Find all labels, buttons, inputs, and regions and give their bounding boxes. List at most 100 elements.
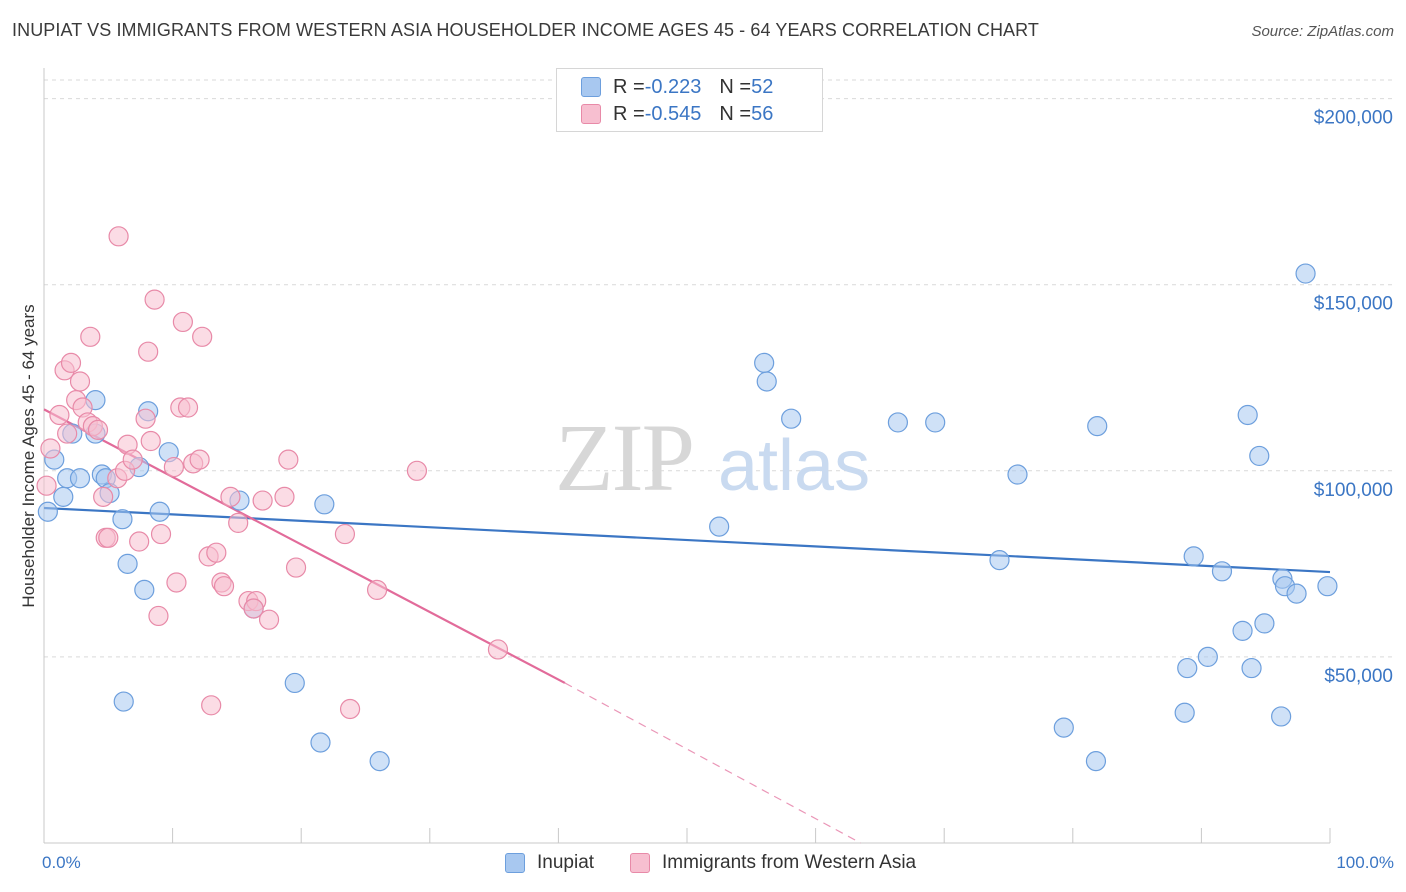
watermark-zip: ZIP bbox=[555, 404, 693, 511]
legend-r-label: R = bbox=[613, 102, 645, 125]
western-asia-point bbox=[278, 449, 299, 470]
western-asia-point bbox=[36, 475, 57, 496]
inupiat-point bbox=[112, 509, 133, 530]
western-asia-point bbox=[138, 341, 159, 362]
western-asia-point bbox=[177, 397, 199, 418]
western-asia-point bbox=[87, 419, 109, 440]
western-asia-point bbox=[201, 695, 222, 716]
western-asia-point bbox=[189, 449, 210, 470]
inupiat-point bbox=[1254, 613, 1275, 634]
source-label: Source: ZipAtlas.com bbox=[1251, 23, 1394, 40]
inupiat-point bbox=[1295, 263, 1316, 284]
inupiat-point bbox=[1317, 576, 1338, 597]
western-asia-point bbox=[140, 430, 161, 452]
watermark-atlas: atlas bbox=[718, 426, 870, 506]
inupiat-point bbox=[989, 550, 1010, 571]
inupiat-point bbox=[113, 691, 134, 712]
inupiat-point bbox=[1211, 561, 1233, 582]
inupiat-point bbox=[1197, 646, 1218, 668]
inupiat-point bbox=[53, 486, 74, 507]
inupiat-point bbox=[887, 412, 909, 433]
legend-row-inupiat: R = -0.223 N = 52 bbox=[581, 74, 773, 100]
western-asia-point bbox=[144, 289, 165, 310]
legend-r-value: -0.545 bbox=[644, 102, 702, 125]
inupiat-point bbox=[149, 501, 170, 522]
western-asia-point bbox=[206, 542, 227, 563]
western-asia-point bbox=[122, 449, 143, 470]
inupiat-point bbox=[756, 371, 777, 392]
western-asia-point bbox=[40, 438, 61, 459]
western-asia-trend-extension bbox=[564, 682, 861, 844]
western-asia-point bbox=[80, 326, 101, 347]
inupiat-point bbox=[754, 352, 775, 373]
legend-swatch-western-asia bbox=[581, 104, 601, 124]
inupiat-point bbox=[1271, 706, 1292, 727]
bottom-legend-label-inupiat: Inupiat bbox=[537, 852, 595, 873]
legend-row-western-asia: R = -0.545 N = 56 bbox=[581, 101, 773, 127]
inupiat-point bbox=[314, 494, 335, 515]
inupiat-point bbox=[1249, 445, 1270, 467]
western-asia-point bbox=[150, 523, 172, 545]
western-asia-point bbox=[406, 460, 428, 481]
western-asia-point bbox=[228, 512, 249, 534]
western-asia-point bbox=[243, 598, 264, 619]
y-tick-label: $200,000 bbox=[1314, 108, 1393, 129]
inupiat-point bbox=[134, 579, 155, 601]
western-asia-point bbox=[213, 576, 235, 597]
western-asia-point bbox=[60, 352, 82, 373]
western-asia-point bbox=[129, 531, 150, 552]
legend-swatch-inupiat bbox=[581, 77, 601, 97]
inupiat-point bbox=[781, 408, 802, 429]
inupiat-point bbox=[310, 732, 331, 753]
watermark: ZIP atlas bbox=[555, 404, 870, 511]
y-tick-labels: $50,000 $100,000 $150,000 $200,000 bbox=[1314, 108, 1393, 687]
western-asia-point bbox=[69, 371, 91, 392]
legend-r-label: R = bbox=[613, 75, 645, 98]
x-tick-label-min: 0.0% bbox=[42, 853, 81, 872]
western-asia-point bbox=[366, 579, 388, 601]
western-asia-point bbox=[274, 486, 295, 507]
western-asia-point bbox=[98, 527, 119, 548]
inupiat-point bbox=[1087, 416, 1108, 437]
inupiat-trend-line bbox=[43, 506, 1331, 574]
legend-n-label: N = bbox=[719, 102, 752, 125]
legend-n-label: N = bbox=[719, 75, 752, 98]
bottom-legend-inupiat: Inupiat bbox=[505, 852, 594, 874]
western-asia-point bbox=[258, 609, 280, 630]
y-tick-label: $100,000 bbox=[1314, 480, 1393, 501]
x-tick-label-max: 100.0% bbox=[1336, 853, 1394, 872]
western-asia-point bbox=[57, 423, 78, 444]
western-asia-point bbox=[135, 408, 156, 429]
inupiat-point bbox=[117, 553, 138, 574]
legend-n-value: 56 bbox=[751, 102, 774, 125]
western-asia-point bbox=[487, 639, 509, 660]
bottom-legend-western-asia: Immigrants from Western Asia bbox=[630, 852, 916, 874]
western-asia-point bbox=[108, 226, 129, 247]
inupiat-point bbox=[1174, 702, 1195, 723]
western-asia-point bbox=[166, 572, 187, 593]
y-axis-label: Householder Income Ages 45 - 64 years bbox=[19, 304, 38, 607]
y-tick-label: $50,000 bbox=[1324, 666, 1393, 687]
western-asia-point bbox=[285, 557, 307, 578]
legend-r-value: -0.223 bbox=[644, 75, 702, 98]
data-points bbox=[36, 226, 1338, 772]
inupiat-point bbox=[37, 501, 58, 522]
inupiat-point bbox=[1183, 546, 1204, 567]
western-asia-point bbox=[220, 486, 241, 507]
inupiat-point bbox=[369, 751, 390, 772]
bottom-legend-swatch-inupiat bbox=[505, 853, 525, 873]
legend: R = -0.223 N = 52 R = -0.545 N = 56 bbox=[556, 68, 823, 132]
western-asia-point bbox=[49, 404, 70, 426]
inupiat-point bbox=[69, 468, 91, 489]
inupiat-point bbox=[925, 412, 946, 433]
chart-title: INUPIAT VS IMMIGRANTS FROM WESTERN ASIA … bbox=[12, 20, 1040, 40]
western-asia-point bbox=[93, 486, 114, 507]
inupiat-point bbox=[709, 516, 730, 537]
y-tick-label: $150,000 bbox=[1314, 294, 1393, 315]
inupiat-point bbox=[1007, 464, 1028, 485]
inupiat-point bbox=[1053, 717, 1074, 738]
western-asia-point bbox=[192, 326, 213, 347]
inupiat-point bbox=[1237, 404, 1258, 426]
western-asia-point bbox=[148, 605, 169, 627]
